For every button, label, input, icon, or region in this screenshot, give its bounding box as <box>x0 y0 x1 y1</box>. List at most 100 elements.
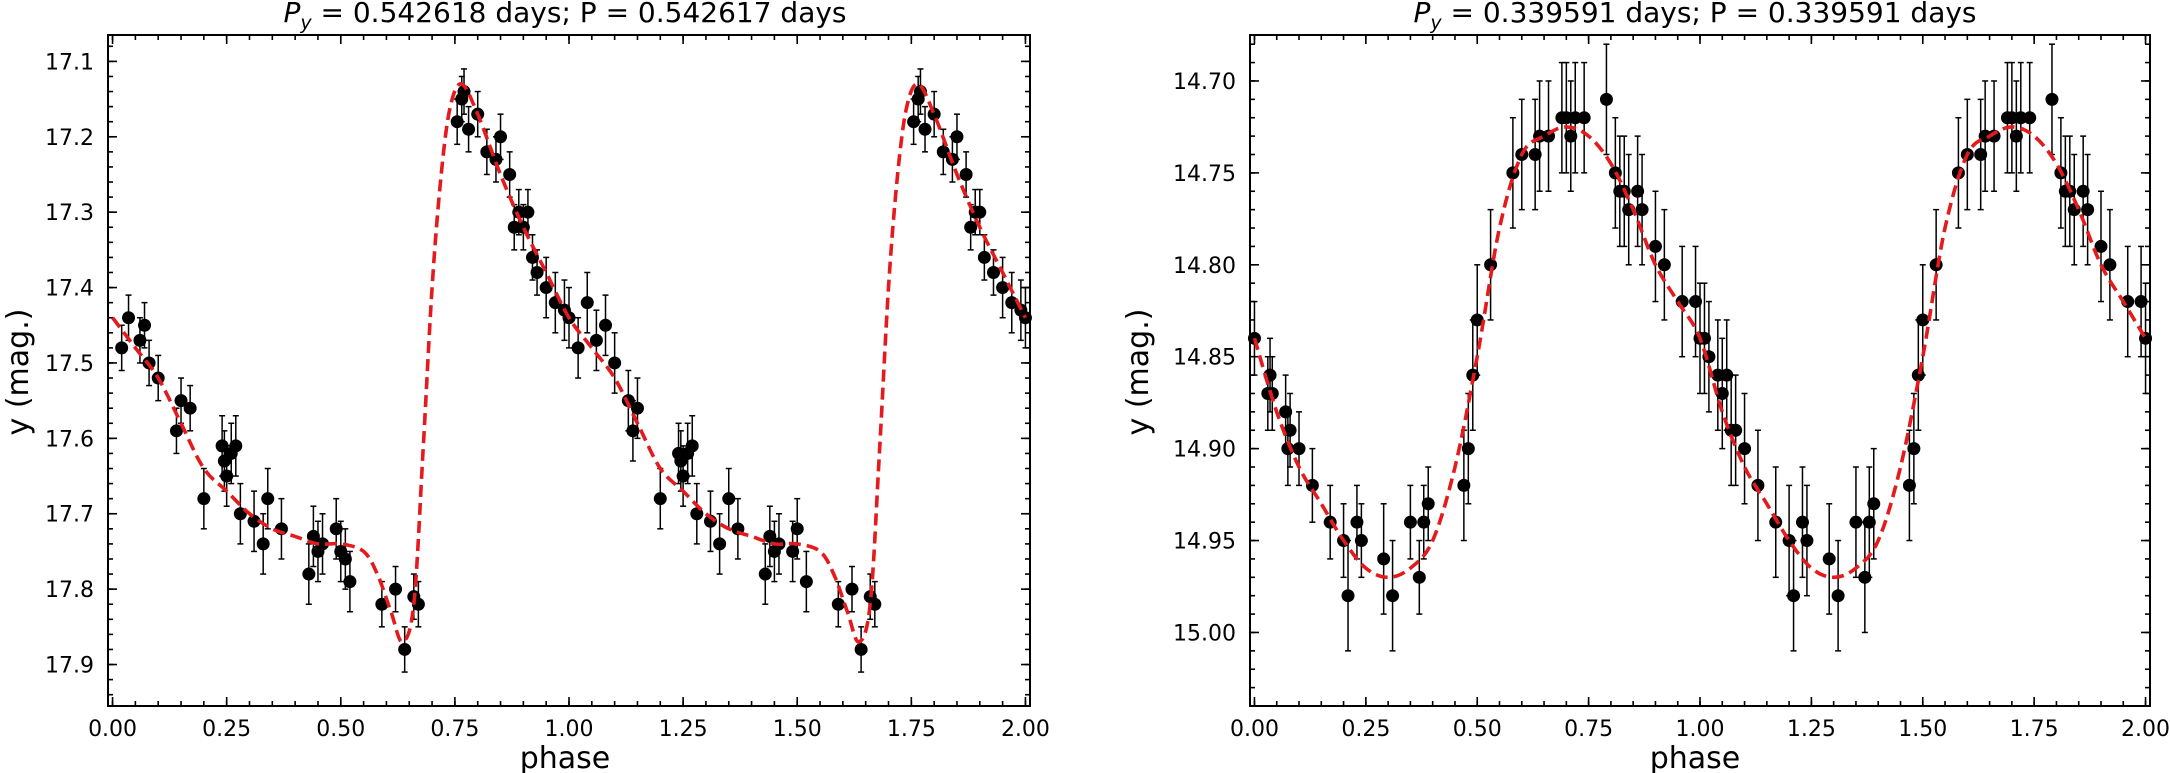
right-data-point <box>1421 497 1435 511</box>
left-plot-frame <box>107 34 1031 707</box>
left-data-point <box>389 582 403 596</box>
left-data-point <box>722 492 736 506</box>
left-data-point <box>247 514 261 528</box>
right-data-point <box>1377 552 1391 566</box>
right-data-point <box>1867 497 1881 511</box>
left-y-tick-label: 17.5 <box>45 352 94 377</box>
right-data-point <box>2094 239 2108 253</box>
left-data-point <box>329 522 343 536</box>
left-data-point <box>630 401 644 415</box>
left-x-tick-label: 1.75 <box>887 717 936 742</box>
right-data-point <box>1341 589 1355 603</box>
right-data-point <box>1470 313 1484 327</box>
right-data-point <box>1403 515 1417 529</box>
left-data-point <box>398 642 412 656</box>
right-data-point <box>1715 386 1729 400</box>
right-y-tick-label: 14.70 <box>1173 70 1236 95</box>
left-data-point <box>338 552 352 566</box>
left-data-point <box>302 567 316 581</box>
left-x-tick-label: 0.75 <box>430 717 479 742</box>
left-y-tick-label: 17.9 <box>45 654 94 679</box>
left-data-point <box>918 122 932 136</box>
left-chart-panel: Py = 0.542618 days; P = 0.542617 days ph… <box>1 0 1050 773</box>
right-data-point <box>1350 515 1364 529</box>
left-title-rest: = 0.542618 days; P = 0.542617 days <box>312 0 847 29</box>
right-data-point <box>1635 203 1649 217</box>
left-y-tick-label: 17.8 <box>45 578 94 603</box>
left-data-point <box>375 597 389 611</box>
right-data-point <box>2045 92 2059 106</box>
right-chart-panel: Py = 0.339591 days; P = 0.339591 days ph… <box>1121 0 2170 773</box>
right-data-point <box>1862 515 1876 529</box>
left-data-point <box>713 537 727 551</box>
left-data-point <box>845 582 859 596</box>
right-data-point <box>2134 295 2148 309</box>
right-data-point <box>1907 442 1921 456</box>
left-data-point <box>521 205 535 219</box>
left-data-point <box>986 265 1000 279</box>
left-x-tick-label: 0.50 <box>316 717 365 742</box>
left-y-tick-label: 17.4 <box>45 277 94 302</box>
left-data-point <box>790 522 804 536</box>
left-data-point <box>599 318 613 332</box>
left-data-point <box>197 492 211 506</box>
left-data-point <box>256 537 270 551</box>
left-data-point <box>220 469 234 483</box>
right-data-point <box>1720 368 1734 382</box>
right-data-point <box>1787 589 1801 603</box>
right-data-point <box>1631 184 1645 198</box>
right-data-point <box>1831 589 1845 603</box>
right-data-point <box>1916 313 1930 327</box>
right-data-point <box>1577 111 1591 125</box>
right-data-point <box>1978 129 1992 143</box>
left-data-point <box>763 529 777 543</box>
left-data-point <box>758 567 772 581</box>
right-data-point <box>2009 129 2023 143</box>
right-x-tick-label: 0.50 <box>1453 717 1502 742</box>
right-y-tick-label: 14.95 <box>1173 530 1236 555</box>
right-x-tick-label: 1.25 <box>1787 717 1836 742</box>
left-x-tick-label: 0.00 <box>88 717 137 742</box>
left-data-point <box>261 492 275 506</box>
left-data-point <box>462 122 476 136</box>
left-fit-curve <box>111 82 1028 644</box>
right-data-point <box>2103 258 2117 272</box>
left-data-point <box>608 356 622 370</box>
right-data-point <box>1929 258 1943 272</box>
right-data-point <box>2014 111 2028 125</box>
right-data-point <box>1417 515 1431 529</box>
left-data-point <box>907 115 921 129</box>
right-x-tick-label: 0.75 <box>1564 717 1613 742</box>
left-data-point <box>959 167 973 181</box>
left-data-point <box>503 167 517 181</box>
right-data-point <box>1751 478 1765 492</box>
right-data-point <box>1386 589 1400 603</box>
right-y-tick-label: 14.85 <box>1173 346 1236 371</box>
left-data-point <box>580 296 594 310</box>
right-data-point <box>1689 295 1703 309</box>
right-data-point <box>1292 442 1306 456</box>
left-data-point <box>571 341 585 355</box>
left-y-tick-label: 17.1 <box>45 50 94 75</box>
right-title-var: P <box>1413 0 1430 29</box>
right-x-tick-label: 1.75 <box>2010 717 2059 742</box>
left-data-point <box>343 575 357 589</box>
left-data-point <box>854 642 868 656</box>
right-data-point <box>1461 442 1475 456</box>
right-x-tick-label: 2.00 <box>2121 717 2170 742</box>
left-y-tick-label: 17.2 <box>45 126 94 151</box>
left-data-point <box>512 205 526 219</box>
right-data-point <box>1849 515 1863 529</box>
right-data-point <box>1858 570 1872 584</box>
right-x-tick-label: 1.00 <box>1676 717 1725 742</box>
left-data-point <box>831 597 845 611</box>
right-y-tick-label: 14.80 <box>1173 254 1236 279</box>
right-data-point <box>1795 515 1809 529</box>
right-data-point <box>1484 258 1498 272</box>
right-x-tick-label: 0.00 <box>1230 717 1279 742</box>
right-data-point <box>1559 111 1573 125</box>
left-x-tick-label: 0.25 <box>202 717 251 742</box>
left-data-point <box>494 130 508 144</box>
right-data-point <box>1657 258 1671 272</box>
right-title-sub: y <box>1429 12 1442 34</box>
